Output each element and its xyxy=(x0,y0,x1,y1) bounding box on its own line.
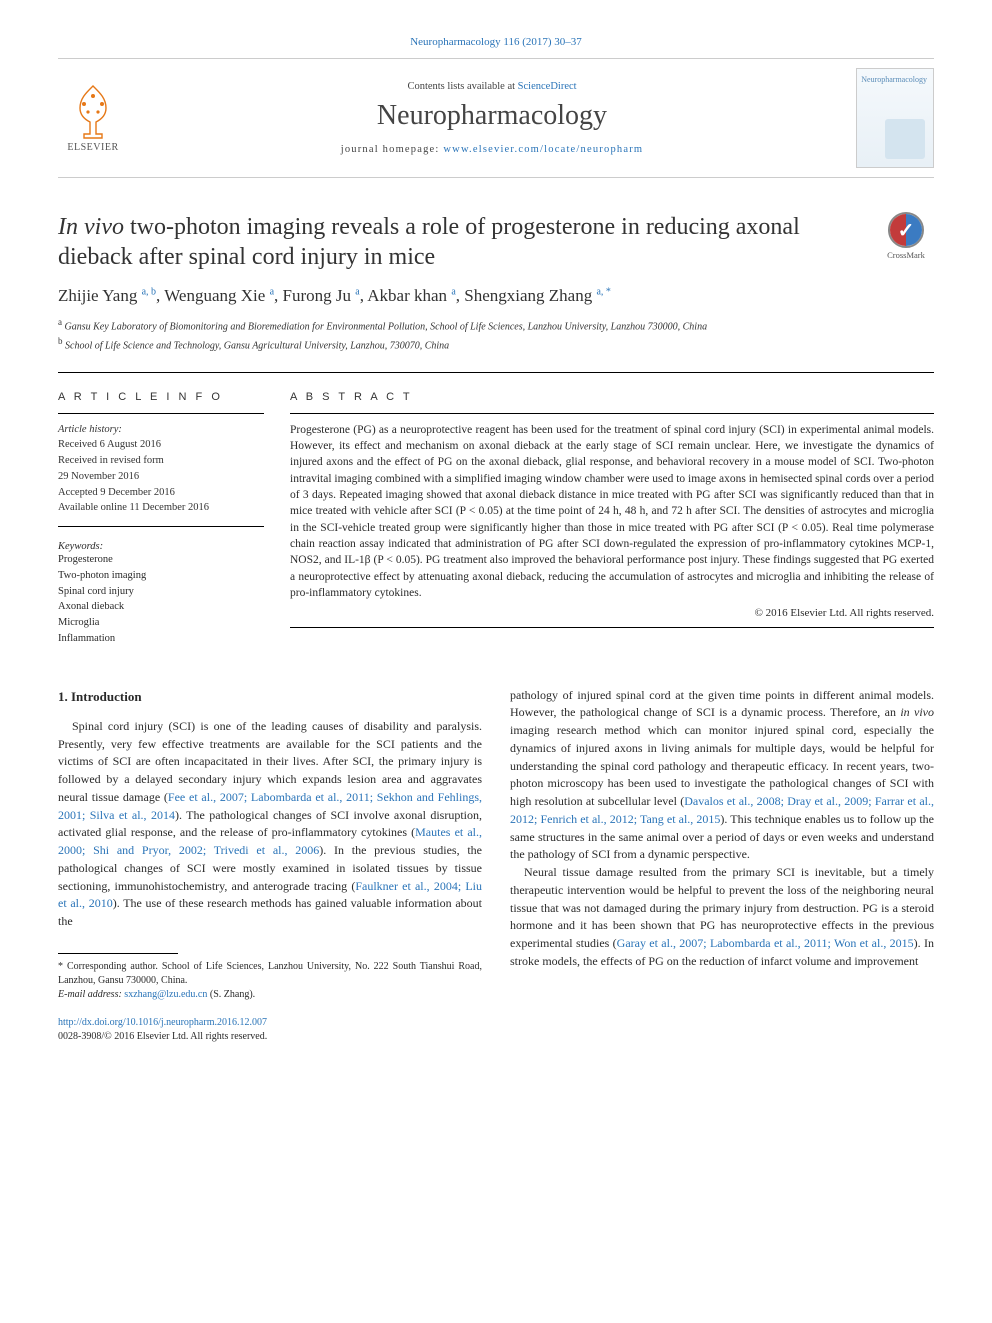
article-title: In vivo two-photon imaging reveals a rol… xyxy=(58,212,866,272)
article-history: Article history: Received 6 August 2016R… xyxy=(58,422,264,517)
author: Furong Ju a xyxy=(283,286,360,305)
author-affil-sup[interactable]: a, b xyxy=(142,286,156,297)
title-rest: two-photon imaging reveals a role of pro… xyxy=(58,214,800,270)
journal-cover-thumb: Neuropharmacology xyxy=(856,68,934,168)
email-line: E-mail address: sxzhang@lzu.edu.cn (S. Z… xyxy=(58,988,482,1002)
author-affil-sup[interactable]: a, * xyxy=(596,286,610,297)
abstract-copyright: © 2016 Elsevier Ltd. All rights reserved… xyxy=(290,607,934,619)
citation-ref-5[interactable]: Garay et al., 2007; Labombarda et al., 2… xyxy=(617,936,914,950)
rule-info xyxy=(58,413,264,414)
elsevier-tree-icon xyxy=(70,84,116,140)
contents-available-line: Contents lists available at ScienceDirec… xyxy=(128,81,856,92)
corresponding-email-link[interactable]: sxzhang@lzu.edu.cn xyxy=(124,989,207,1000)
journal-name: Neuropharmacology xyxy=(128,100,856,132)
keyword: Progesterone xyxy=(58,552,264,568)
email-label: E-mail address: xyxy=(58,989,122,1000)
author: Wenguang Xie a xyxy=(164,286,274,305)
abstract-label: A B S T R A C T xyxy=(290,391,934,403)
keyword: Microglia xyxy=(58,615,264,631)
issn-copyright-line: 0028-3908/© 2016 Elsevier Ltd. All right… xyxy=(58,1031,267,1042)
cover-thumb-title: Neuropharmacology xyxy=(861,75,927,84)
cover-thumb-image xyxy=(885,119,925,159)
footnote-separator xyxy=(58,953,178,954)
author: Akbar khan a xyxy=(367,286,455,305)
author: Shengxiang Zhang a, * xyxy=(464,286,611,305)
author-affil-sup[interactable]: a xyxy=(270,286,274,297)
email-suffix: (S. Zhang). xyxy=(207,989,255,1000)
abstract-text: Progesterone (PG) as a neuroprotective r… xyxy=(290,422,934,602)
author: Zhijie Yang a, b xyxy=(58,286,156,305)
history-label: Article history: xyxy=(58,422,264,438)
body-column-left: 1. Introduction Spinal cord injury (SCI)… xyxy=(58,687,482,1002)
history-line: Accepted 9 December 2016 xyxy=(58,485,264,501)
top-citation: Neuropharmacology 116 (2017) 30–37 xyxy=(58,36,934,48)
history-line: Received 6 August 2016 xyxy=(58,437,264,453)
contents-prefix: Contents lists available at xyxy=(407,81,517,92)
crossmark-icon: ✓ xyxy=(888,212,924,248)
rule-abstract-bottom xyxy=(290,627,934,628)
keywords-label: Keywords: xyxy=(58,541,264,552)
keyword: Spinal cord injury xyxy=(58,584,264,600)
homepage-prefix: journal homepage: xyxy=(341,144,444,155)
rule-abstract xyxy=(290,413,934,414)
footnotes: * Corresponding author. School of Life S… xyxy=(58,960,482,1002)
intro-paragraph-1-cont: pathology of injured spinal cord at the … xyxy=(510,687,934,865)
sciencedirect-link[interactable]: ScienceDirect xyxy=(518,81,577,92)
intro-text-r1a: pathology of injured spinal cord at the … xyxy=(510,688,934,720)
journal-homepage-line: journal homepage: www.elsevier.com/locat… xyxy=(128,144,856,155)
keyword: Inflammation xyxy=(58,631,264,647)
masthead: ELSEVIER Contents lists available at Sci… xyxy=(58,58,934,178)
intro-text-r1-italic: in vivo xyxy=(900,705,934,719)
publisher-name: ELSEVIER xyxy=(67,142,118,153)
journal-homepage-link[interactable]: www.elsevier.com/locate/neuropharm xyxy=(443,144,643,155)
author-list: Zhijie Yang a, b, Wenguang Xie a, Furong… xyxy=(58,286,934,306)
keywords-list: ProgesteroneTwo-photon imagingSpinal cor… xyxy=(58,552,264,647)
intro-text-4: ). The use of these research methods has… xyxy=(58,896,482,928)
intro-paragraph-1: Spinal cord injury (SCI) is one of the l… xyxy=(58,718,482,931)
page-footer: http://dx.doi.org/10.1016/j.neuropharm.2… xyxy=(58,1016,934,1044)
section-heading-intro: 1. Introduction xyxy=(58,687,482,706)
affiliation: a Gansu Key Laboratory of Biomonitoring … xyxy=(58,316,934,335)
author-affil-sup[interactable]: a xyxy=(451,286,455,297)
rule-keywords xyxy=(58,526,264,527)
affiliations: a Gansu Key Laboratory of Biomonitoring … xyxy=(58,316,934,354)
publisher-logo: ELSEVIER xyxy=(58,84,128,153)
intro-paragraph-2: Neural tissue damage resulted from the p… xyxy=(510,864,934,971)
doi-link[interactable]: http://dx.doi.org/10.1016/j.neuropharm.2… xyxy=(58,1017,267,1028)
article-info-label: A R T I C L E I N F O xyxy=(58,391,264,403)
rule-full xyxy=(58,372,934,373)
body-column-right: pathology of injured spinal cord at the … xyxy=(510,687,934,1002)
history-line: Received in revised form xyxy=(58,453,264,469)
corresponding-author-note: * Corresponding author. School of Life S… xyxy=(58,960,482,988)
keyword: Axonal dieback xyxy=(58,599,264,615)
crossmark-badge[interactable]: ✓ CrossMark xyxy=(878,212,934,260)
history-line: 29 November 2016 xyxy=(58,469,264,485)
history-line: Available online 11 December 2016 xyxy=(58,500,264,516)
title-italic-lead: In vivo xyxy=(58,214,124,240)
author-affil-sup[interactable]: a xyxy=(355,286,359,297)
keyword: Two-photon imaging xyxy=(58,568,264,584)
affiliation: b School of Life Science and Technology,… xyxy=(58,335,934,354)
crossmark-label: CrossMark xyxy=(887,250,925,260)
